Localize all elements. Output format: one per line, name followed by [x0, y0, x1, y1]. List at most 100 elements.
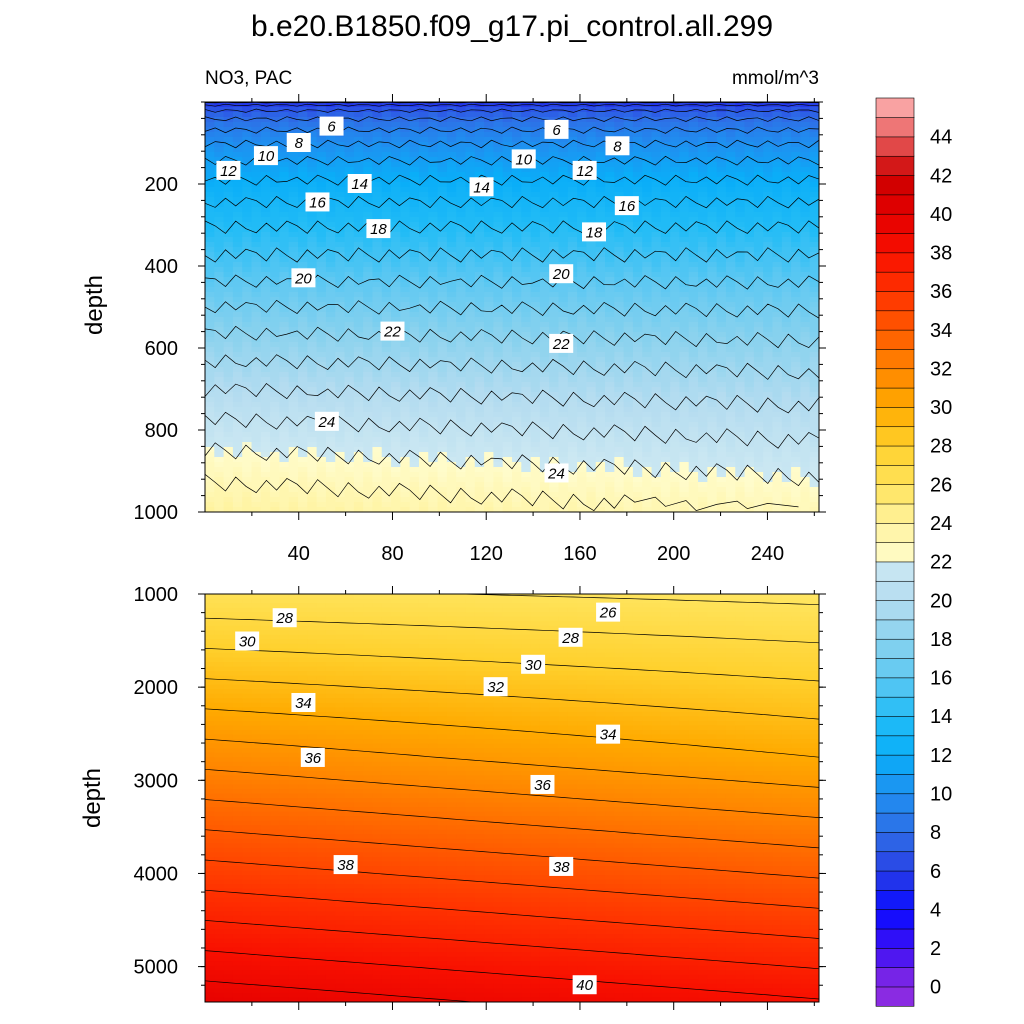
colorbar-swatch [875, 310, 915, 331]
contour-label: 10 [253, 146, 278, 166]
contour-line [205, 799, 819, 849]
contour-label: 34 [596, 724, 621, 744]
contour-label: 22 [380, 321, 405, 341]
contour-label: 26 [596, 602, 621, 622]
contour-label: 30 [235, 631, 260, 651]
y-tick-label: 200 [145, 174, 178, 196]
x-tick-label: 80 [381, 543, 403, 565]
colorbar-swatch [875, 561, 915, 582]
contour-label-text: 6 [552, 122, 561, 139]
contour-line [205, 442, 819, 487]
colorbar-swatch [875, 406, 915, 428]
y-tick-label: 400 [145, 256, 178, 278]
contour-line [205, 354, 819, 380]
contour-label-text: 12 [220, 163, 237, 180]
colorbar-swatch [875, 213, 915, 234]
contour-line [205, 829, 819, 879]
contour-label: 8 [286, 133, 311, 152]
contour-line [205, 920, 819, 970]
y-tick-label: 600 [145, 338, 178, 360]
colorbar-swatch [875, 136, 915, 157]
contour-label: 6 [319, 116, 344, 136]
colorbar-swatch [875, 735, 915, 756]
colorbar-swatch [875, 793, 915, 814]
contour-label: 28 [558, 627, 583, 647]
contour-label: 30 [521, 654, 546, 674]
contour-label: 16 [614, 196, 639, 216]
colorbar-label: 24 [930, 513, 952, 535]
colorbar-label: 14 [930, 706, 952, 728]
contour-label-text: 34 [600, 727, 617, 744]
colorbar-label: 20 [930, 590, 952, 612]
y-tick-label: 3000 [134, 770, 179, 792]
contour-line [205, 126, 819, 134]
contour-label-text: 38 [337, 857, 354, 874]
contour-line [205, 103, 819, 107]
contour-label: 6 [544, 119, 569, 139]
contour-label-text: 36 [534, 777, 551, 794]
colorbar-swatch [875, 155, 915, 176]
x-tick-label: 40 [288, 543, 310, 565]
colorbar-label: 42 [930, 165, 952, 187]
contour-label-text: 26 [599, 605, 617, 622]
contour-label: 38 [333, 855, 358, 875]
contour-label-text: 10 [515, 151, 532, 168]
colorbar-swatch [875, 348, 915, 370]
top-frame [204, 101, 820, 513]
contour-line [205, 383, 819, 414]
contour-label: 20 [549, 264, 574, 284]
contour-label: 22 [549, 333, 574, 353]
colorbar-label: 28 [930, 436, 952, 458]
colorbar-swatch [875, 174, 915, 196]
contour-label: 40 [572, 975, 597, 995]
contour-label-text: 30 [525, 657, 542, 674]
x-tick-label: 160 [563, 543, 596, 565]
contour-label: 14 [469, 177, 494, 197]
contour-line [205, 648, 819, 682]
colorbar-swatch [875, 580, 915, 601]
contour-line [205, 299, 819, 319]
colorbar: 0246810121416182022242628303234363840424… [875, 97, 952, 1007]
colorbar-label: 16 [930, 668, 952, 690]
contour-label: 38 [549, 856, 574, 876]
colorbar-swatch [875, 329, 915, 350]
colorbar-label: 8 [930, 822, 941, 844]
contour-line [205, 247, 819, 263]
colorbar-label: 34 [930, 320, 952, 342]
y-tick-label: 800 [145, 420, 178, 442]
contour-line [205, 708, 819, 758]
colorbar-swatch [875, 947, 915, 968]
contour-label-text: 18 [370, 221, 387, 238]
colorbar-label: 32 [930, 358, 952, 380]
colorbar-label: 36 [930, 281, 952, 303]
colorbar-swatch [875, 117, 915, 138]
colorbar-swatch [875, 677, 915, 698]
colorbar-label: 44 [930, 127, 952, 149]
bottom-contour-fill [205, 594, 819, 1002]
contour-line [205, 325, 819, 349]
colorbar-swatch [875, 638, 915, 659]
contour-line [205, 116, 819, 122]
colorbar-swatch [875, 503, 915, 524]
contour-label: 12 [572, 160, 597, 180]
contour-label: 20 [291, 268, 316, 288]
contour-label: 32 [483, 677, 508, 697]
contour-label-text: 20 [552, 266, 570, 283]
colorbar-swatch [875, 986, 915, 1007]
contour-label-text: 32 [487, 679, 504, 696]
colorbar-label: 38 [930, 243, 952, 265]
x-tick-label: 120 [470, 543, 503, 565]
contour-label-text: 22 [552, 336, 570, 353]
contour-line [205, 617, 819, 644]
colorbar-label: 40 [930, 204, 952, 226]
contour-label-text: 38 [553, 859, 570, 876]
y-tick-label: 4000 [134, 863, 179, 885]
contour-label-text: 24 [318, 414, 336, 431]
colorbar-swatch [875, 464, 915, 485]
colorbar-swatch [875, 232, 915, 254]
contour-label-text: 12 [576, 163, 593, 180]
y-tick-label: 5000 [134, 957, 179, 979]
colorbar-swatch [875, 445, 915, 466]
contour-label-text: 36 [304, 750, 321, 767]
contour-line [205, 411, 819, 449]
